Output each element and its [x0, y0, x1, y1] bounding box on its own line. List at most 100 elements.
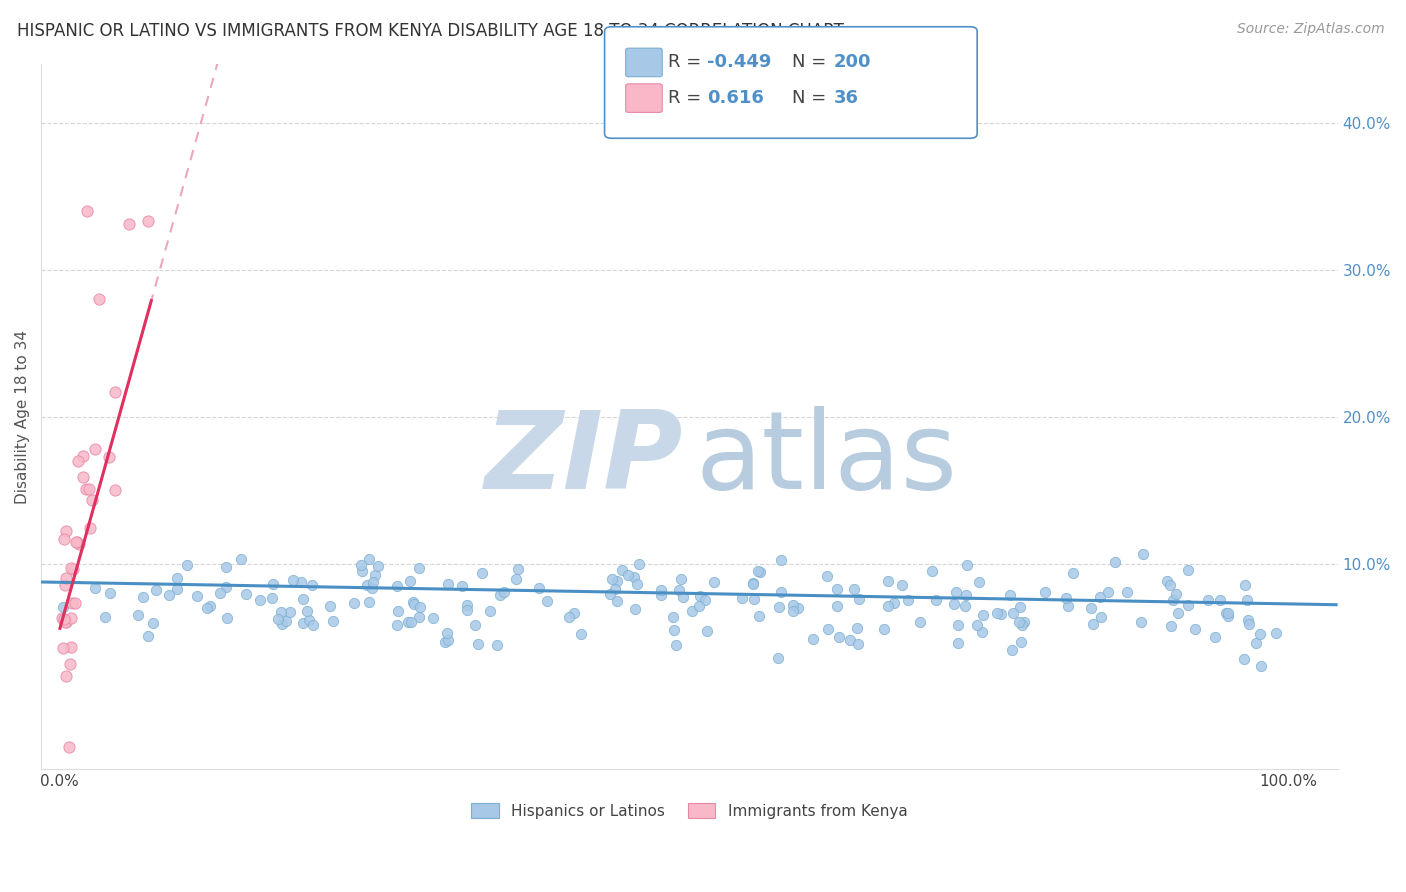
- Point: [1265, 625, 1288, 640]
- Point: [270, 617, 292, 632]
- Point: [367, 559, 389, 574]
- Point: [422, 611, 444, 625]
- Point: [291, 616, 314, 631]
- Point: [891, 577, 914, 591]
- Point: [1090, 609, 1112, 624]
- Text: N =: N =: [792, 89, 831, 107]
- Point: [51, 610, 73, 624]
- Point: [681, 604, 703, 618]
- Point: [80, 493, 103, 508]
- Point: [433, 635, 456, 649]
- Point: [972, 625, 994, 640]
- Point: [98, 586, 121, 600]
- Point: [118, 217, 141, 231]
- Point: [52, 599, 75, 614]
- Point: [104, 384, 127, 399]
- Point: [302, 617, 325, 632]
- Point: [1156, 574, 1178, 588]
- Point: [612, 563, 634, 577]
- Point: [665, 638, 688, 652]
- Point: [467, 637, 489, 651]
- Point: [1008, 615, 1031, 630]
- Point: [766, 651, 789, 665]
- Point: [908, 615, 931, 629]
- Point: [208, 586, 231, 600]
- Text: N =: N =: [792, 54, 831, 71]
- Point: [278, 605, 301, 619]
- Point: [1116, 585, 1139, 599]
- Point: [536, 594, 558, 608]
- Point: [409, 600, 432, 615]
- Point: [456, 599, 478, 613]
- Point: [127, 607, 149, 622]
- Point: [768, 599, 790, 614]
- Point: [359, 595, 381, 609]
- Point: [58, 740, 80, 755]
- Point: [1014, 615, 1036, 629]
- Point: [569, 627, 592, 641]
- Point: [87, 292, 110, 306]
- Point: [357, 551, 380, 566]
- Point: [827, 630, 849, 644]
- Point: [1033, 585, 1056, 599]
- Point: [770, 585, 793, 599]
- Point: [486, 638, 509, 652]
- Point: [599, 586, 621, 600]
- Point: [801, 632, 824, 646]
- Point: [55, 669, 77, 683]
- Point: [946, 636, 969, 650]
- Point: [1204, 630, 1226, 644]
- Point: [67, 537, 90, 551]
- Point: [1104, 555, 1126, 569]
- Point: [65, 535, 87, 549]
- Point: [319, 599, 342, 614]
- Point: [921, 564, 943, 578]
- Point: [669, 572, 692, 586]
- Text: ZIP: ZIP: [485, 406, 683, 512]
- Point: [215, 560, 238, 574]
- Point: [59, 640, 82, 654]
- Point: [606, 574, 628, 588]
- Point: [437, 576, 460, 591]
- Point: [249, 593, 271, 607]
- Point: [408, 561, 430, 575]
- Point: [505, 572, 527, 586]
- Point: [848, 591, 870, 606]
- Point: [76, 204, 98, 219]
- Point: [215, 580, 238, 594]
- Point: [53, 615, 76, 629]
- Point: [66, 535, 89, 549]
- Point: [55, 571, 77, 585]
- Point: [79, 482, 101, 496]
- Point: [79, 521, 101, 535]
- Y-axis label: Disability Age 18 to 34: Disability Age 18 to 34: [15, 330, 30, 504]
- Point: [436, 626, 458, 640]
- Point: [1236, 613, 1258, 627]
- Point: [363, 567, 385, 582]
- Point: [94, 610, 117, 624]
- Point: [84, 442, 107, 457]
- Point: [343, 596, 366, 610]
- Point: [494, 585, 516, 599]
- Point: [198, 599, 221, 613]
- Text: atlas: atlas: [696, 406, 957, 512]
- Point: [1002, 607, 1025, 621]
- Text: 0.616: 0.616: [707, 89, 763, 107]
- Point: [350, 558, 373, 573]
- Point: [877, 574, 900, 589]
- Point: [782, 598, 804, 612]
- Point: [157, 589, 180, 603]
- Point: [231, 551, 253, 566]
- Point: [399, 574, 422, 588]
- Point: [967, 574, 990, 589]
- Point: [650, 582, 672, 597]
- Point: [953, 599, 976, 613]
- Point: [1132, 547, 1154, 561]
- Legend: Hispanics or Latinos, Immigrants from Kenya: Hispanics or Latinos, Immigrants from Ke…: [465, 797, 914, 825]
- Point: [748, 609, 770, 624]
- Text: R =: R =: [668, 89, 707, 107]
- Point: [782, 604, 804, 618]
- Point: [290, 574, 312, 589]
- Point: [662, 610, 685, 624]
- Point: [1001, 643, 1024, 657]
